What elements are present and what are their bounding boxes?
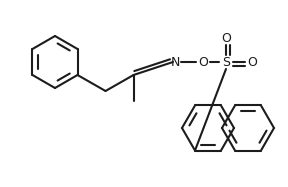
Text: S: S (222, 56, 230, 68)
Text: O: O (247, 56, 257, 68)
Text: N: N (170, 56, 180, 68)
Text: O: O (198, 56, 208, 68)
Text: O: O (221, 31, 231, 45)
